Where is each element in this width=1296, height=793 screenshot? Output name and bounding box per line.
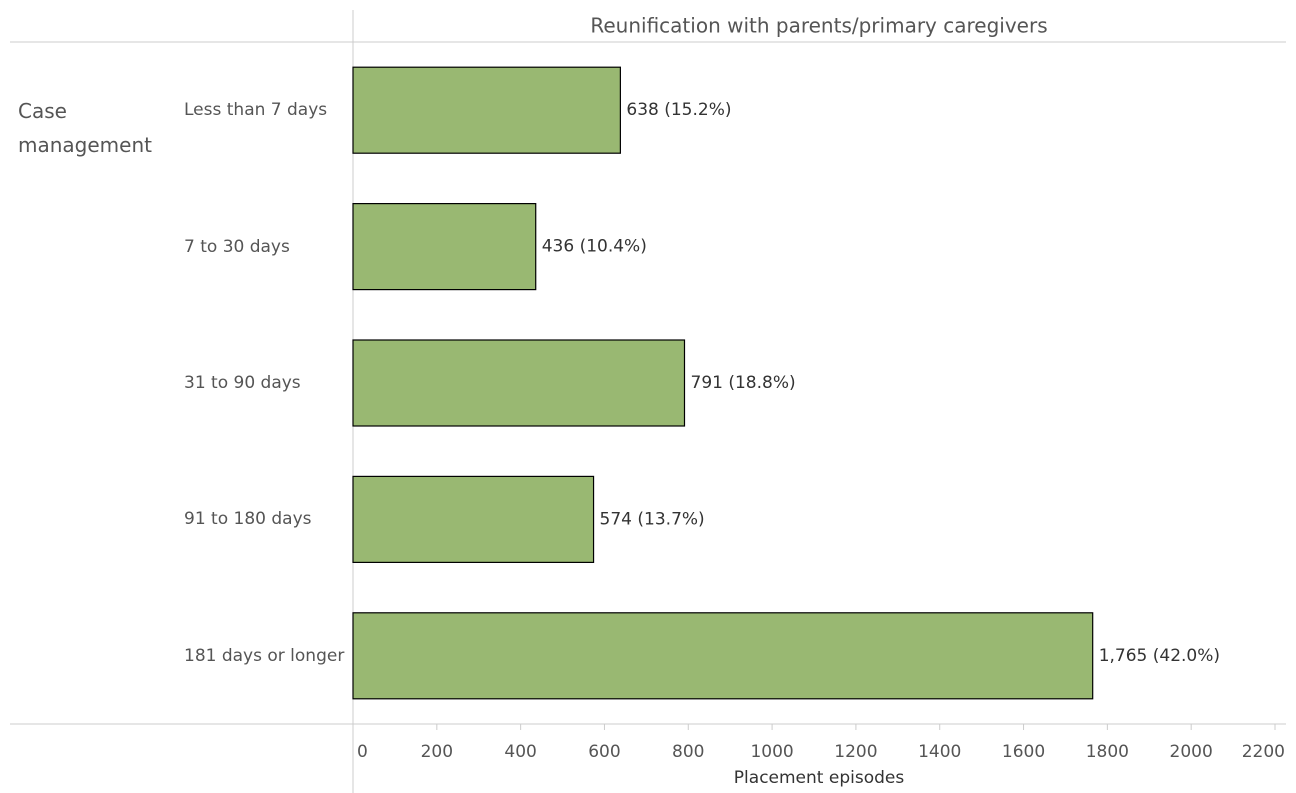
value-label: 574 (13.7%) <box>600 509 705 529</box>
bar <box>352 475 595 563</box>
category-label: 181 days or longer <box>184 645 345 666</box>
chart-title: Reunification with parents/primary careg… <box>590 14 1047 38</box>
x-tick-label: 1800 <box>1086 742 1129 762</box>
category-label: 31 to 90 days <box>184 373 301 393</box>
x-tick-label: 1200 <box>834 742 877 762</box>
value-label: 638 (15.2%) <box>626 100 731 120</box>
bar <box>352 339 686 427</box>
category-label: 7 to 30 days <box>184 236 290 257</box>
bar <box>352 612 1094 700</box>
x-tick-label: 2000 <box>1170 742 1213 762</box>
bar <box>352 66 621 154</box>
x-tick-label: 600 <box>588 742 620 762</box>
value-label: 436 (10.4%) <box>542 237 647 257</box>
category-label: Less than 7 days <box>184 100 328 121</box>
x-tick-label: 400 <box>504 742 536 762</box>
value-label: 791 (18.8%) <box>691 373 796 393</box>
bar <box>352 203 537 291</box>
value-label: 1,765 (42.0%) <box>1099 646 1220 666</box>
x-tick-label: 1600 <box>1002 742 1045 762</box>
x-tick-label: 0 <box>357 742 368 762</box>
x-tick-label: 1000 <box>750 742 793 762</box>
category-label: 91 to 180 days <box>184 509 312 530</box>
x-tick-label: 2200 <box>1242 742 1285 762</box>
x-tick-label: 200 <box>421 742 453 762</box>
x-tick-label: 1400 <box>918 742 961 762</box>
x-tick-label: 800 <box>672 742 704 762</box>
x-axis-label: Placement episodes <box>734 768 905 788</box>
row-header: Case management <box>18 99 152 157</box>
